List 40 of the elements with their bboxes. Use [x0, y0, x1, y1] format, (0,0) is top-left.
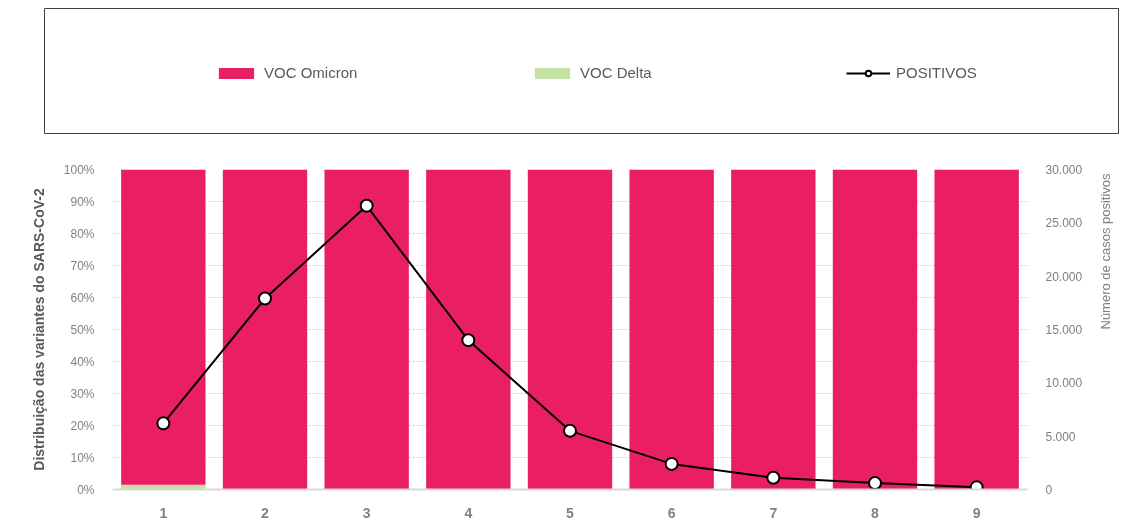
- y-tick-label: 90%: [70, 194, 95, 209]
- point: [563, 423, 577, 438]
- y-tick-label: 10%: [70, 450, 95, 465]
- x-tick-label: 5: [566, 504, 575, 521]
- point: [664, 456, 679, 471]
- y-tick-label: 70%: [70, 258, 95, 273]
- y-tick-label: 30%: [70, 386, 95, 401]
- x-tick-label: 2: [261, 504, 270, 521]
- legend-label: VOC Delta: [580, 64, 653, 81]
- point: [766, 470, 781, 485]
- y2-axis-title: Número de casos positivos: [1097, 172, 1113, 330]
- point: [156, 416, 171, 431]
- y2-tick-label: 5.000: [1045, 429, 1076, 444]
- x-tick-label: 8: [871, 504, 880, 521]
- point: [359, 198, 374, 213]
- y-tick-label: 0%: [77, 482, 95, 497]
- y-tick-label: 20%: [70, 418, 95, 433]
- y2-tick-label: 20.000: [1045, 269, 1083, 284]
- x-tick-label: 4: [464, 504, 473, 521]
- y2-tick-label: 15.000: [1045, 323, 1083, 337]
- legend-label: POSITIVOS: [896, 64, 978, 81]
- x-tick-label: 6: [667, 504, 676, 521]
- y-tick-label: 100%: [63, 162, 95, 177]
- x-tick-label: 9: [972, 504, 981, 521]
- x-tick-label: 7: [769, 504, 778, 521]
- point: [868, 476, 882, 490]
- y-axis-title: Distribuição das variantes do SARS-CoV-2: [30, 188, 47, 471]
- y2-tick-label: 10.000: [1045, 376, 1083, 391]
- legend-label: VOC Omicron: [264, 64, 359, 81]
- y-tick-label: 80%: [70, 226, 95, 241]
- x-tick-label: 1: [159, 504, 168, 521]
- y-tick-label: 60%: [70, 290, 95, 305]
- y2-tick-label: 0: [1045, 483, 1053, 497]
- y-tick-label: 40%: [70, 354, 95, 369]
- y-tick-label: 50%: [70, 322, 95, 337]
- y2-tick-label: 25.000: [1045, 216, 1083, 231]
- y2-tick-label: 30.000: [1045, 163, 1083, 177]
- x-tick-label: 3: [362, 504, 371, 521]
- point: [461, 333, 476, 348]
- point: [258, 291, 272, 306]
